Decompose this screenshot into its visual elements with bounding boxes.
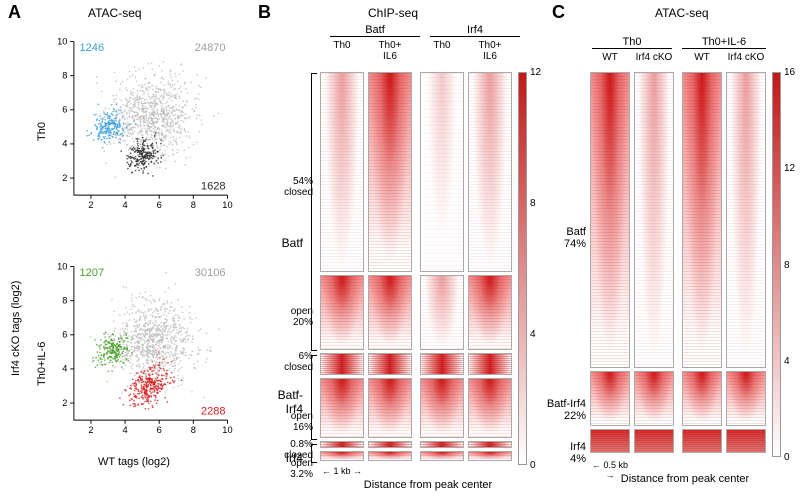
scatter-th0il6: 2 2 4 4 6 6 8 8 10 10 1207 30106 2288: [48, 261, 233, 446]
svg-text:6: 6: [157, 425, 162, 435]
col-c-1: Irf4 cKO: [632, 52, 676, 63]
col-c-0: WT: [590, 52, 630, 63]
heatmap-side-label: Batf: [253, 236, 303, 250]
heatmap-side-label: 54% closed: [263, 176, 313, 198]
colorbar-tick: 12: [530, 67, 541, 78]
svg-text:8: 8: [62, 70, 67, 80]
col-b-1: Th0+ IL6: [368, 40, 412, 62]
heatmap-column: [634, 72, 674, 456]
group-c-th0: Th0: [592, 36, 672, 49]
heatmap-side-label: Batf-Irf4 22%: [530, 398, 586, 422]
heatmap-column: [420, 72, 464, 464]
svg-text:10: 10: [57, 261, 67, 271]
svg-text:2: 2: [88, 425, 93, 435]
svg-text:2: 2: [88, 200, 93, 210]
svg-text:1207: 1207: [79, 267, 104, 279]
svg-text:2288: 2288: [201, 406, 226, 418]
heatmap-side-label: Irf4 4%: [530, 441, 586, 465]
heatmap-column: [726, 72, 766, 456]
panel-a-title: ATAC-seq: [88, 6, 142, 20]
group-c-th0il6: Th0+IL-6: [682, 36, 766, 49]
svg-text:30106: 30106: [195, 267, 226, 279]
svg-text:8: 8: [62, 295, 67, 305]
heatmap-column: [468, 72, 512, 464]
svg-text:4: 4: [62, 364, 67, 374]
xlabel-c: Distance from peak center: [600, 473, 770, 485]
svg-text:4: 4: [123, 200, 128, 210]
col-b-0: Th0: [320, 40, 364, 51]
heatmap-column: [682, 72, 722, 456]
colorbar-c: 0481216: [772, 72, 781, 457]
group-batf: Batf: [330, 24, 420, 37]
colorbar-tick: 4: [530, 329, 536, 340]
colorbar-tick: 0: [784, 452, 790, 463]
panel-b-title: ChIP-seq: [368, 6, 418, 20]
svg-text:6: 6: [62, 105, 67, 115]
col-b-3: Th0+ IL6: [468, 40, 512, 62]
svg-text:2: 2: [62, 173, 67, 183]
colorbar-tick: 4: [784, 356, 790, 367]
svg-text:4: 4: [123, 425, 128, 435]
scatter-top-side: Th0: [36, 122, 48, 141]
colorbar-tick: 16: [784, 67, 795, 78]
heatmap-column: [590, 72, 630, 456]
svg-text:6: 6: [62, 330, 67, 340]
heatmap-column: [368, 72, 412, 464]
panel-b: ChIP-seq Batf Irf4 Th0 Th0+ IL6 Th0 Th0+…: [258, 6, 538, 496]
colorbar-b: 04812: [518, 72, 527, 465]
col-c-3: Irf4 cKO: [724, 52, 768, 63]
svg-text:10: 10: [57, 36, 67, 46]
group-irf4: Irf4: [430, 24, 520, 37]
panel-c: ATAC-seq Th0 Th0+IL-6 WT Irf4 cKO WT Irf…: [550, 6, 798, 496]
xarrow-b: ← 1 kb →: [320, 466, 364, 476]
heatmap-side-label: open 3.2%: [263, 458, 313, 480]
svg-text:10: 10: [222, 200, 232, 210]
svg-text:1628: 1628: [201, 181, 226, 193]
heatmap-side-label: Batf 74%: [530, 226, 586, 250]
colorbar-tick: 8: [530, 198, 536, 209]
scatter-bot-side: Th0+IL-6: [36, 342, 48, 386]
heatmap-side-label: open 16%: [263, 411, 313, 433]
svg-text:8: 8: [191, 200, 196, 210]
scatter-th0: 2 2 4 4 6 6 8 8 10 10 1246 24870 1628: [48, 36, 233, 221]
colorbar-tick: 12: [784, 163, 795, 174]
heatmap-side-label: 6% closed: [263, 351, 313, 373]
svg-text:6: 6: [157, 200, 162, 210]
heatmap-side-label: open 20%: [263, 306, 313, 328]
heatmap-column: [320, 72, 364, 464]
x-axis-label: WT tags (log2): [98, 456, 170, 468]
svg-text:24870: 24870: [195, 42, 226, 54]
panel-a: ATAC-seq Irf4 cKO tags (log2) Th0 2 2 4 4 6 6…: [8, 6, 248, 486]
xlabel-b: Distance from peak center: [338, 479, 518, 491]
panel-c-title: ATAC-seq: [655, 6, 709, 20]
col-c-2: WT: [682, 52, 722, 63]
svg-text:1246: 1246: [79, 42, 104, 54]
svg-text:4: 4: [62, 139, 67, 149]
y-axis-label: Irf4 cKO tags (log2): [10, 281, 22, 376]
svg-text:8: 8: [191, 425, 196, 435]
colorbar-tick: 8: [784, 260, 790, 271]
svg-text:2: 2: [62, 398, 67, 408]
svg-text:10: 10: [222, 425, 232, 435]
col-b-2: Th0: [420, 40, 464, 51]
